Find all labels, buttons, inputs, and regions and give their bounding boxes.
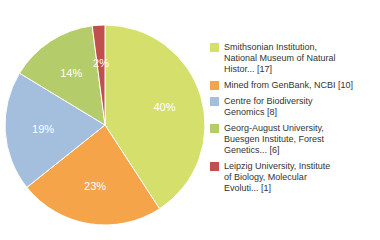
html-text:Mined from GenBank, NCBI [10]: Mined from GenBank, NCBI [10]: [224, 79, 354, 90]
svg-text:19%: 19%: [32, 123, 54, 135]
svg-text:14%: 14%: [60, 67, 82, 79]
html-text:Georg-August University, Buesg: Georg-August University, Buesgen Institu…: [224, 122, 325, 155]
svg-text:2%: 2%: [93, 57, 109, 69]
html-text:Centre for Biodiversity Genomi: Centre for Biodiversity Genomics [8]: [224, 95, 313, 117]
svg-text:40%: 40%: [153, 101, 175, 113]
html-text:Leipzig University, Institute: Leipzig University, Institute of Biology…: [224, 160, 331, 193]
svg-text:23%: 23%: [84, 180, 106, 192]
html-text:Smithsonian Institution, Natio: Smithsonian Institution, National Museum…: [224, 41, 336, 74]
